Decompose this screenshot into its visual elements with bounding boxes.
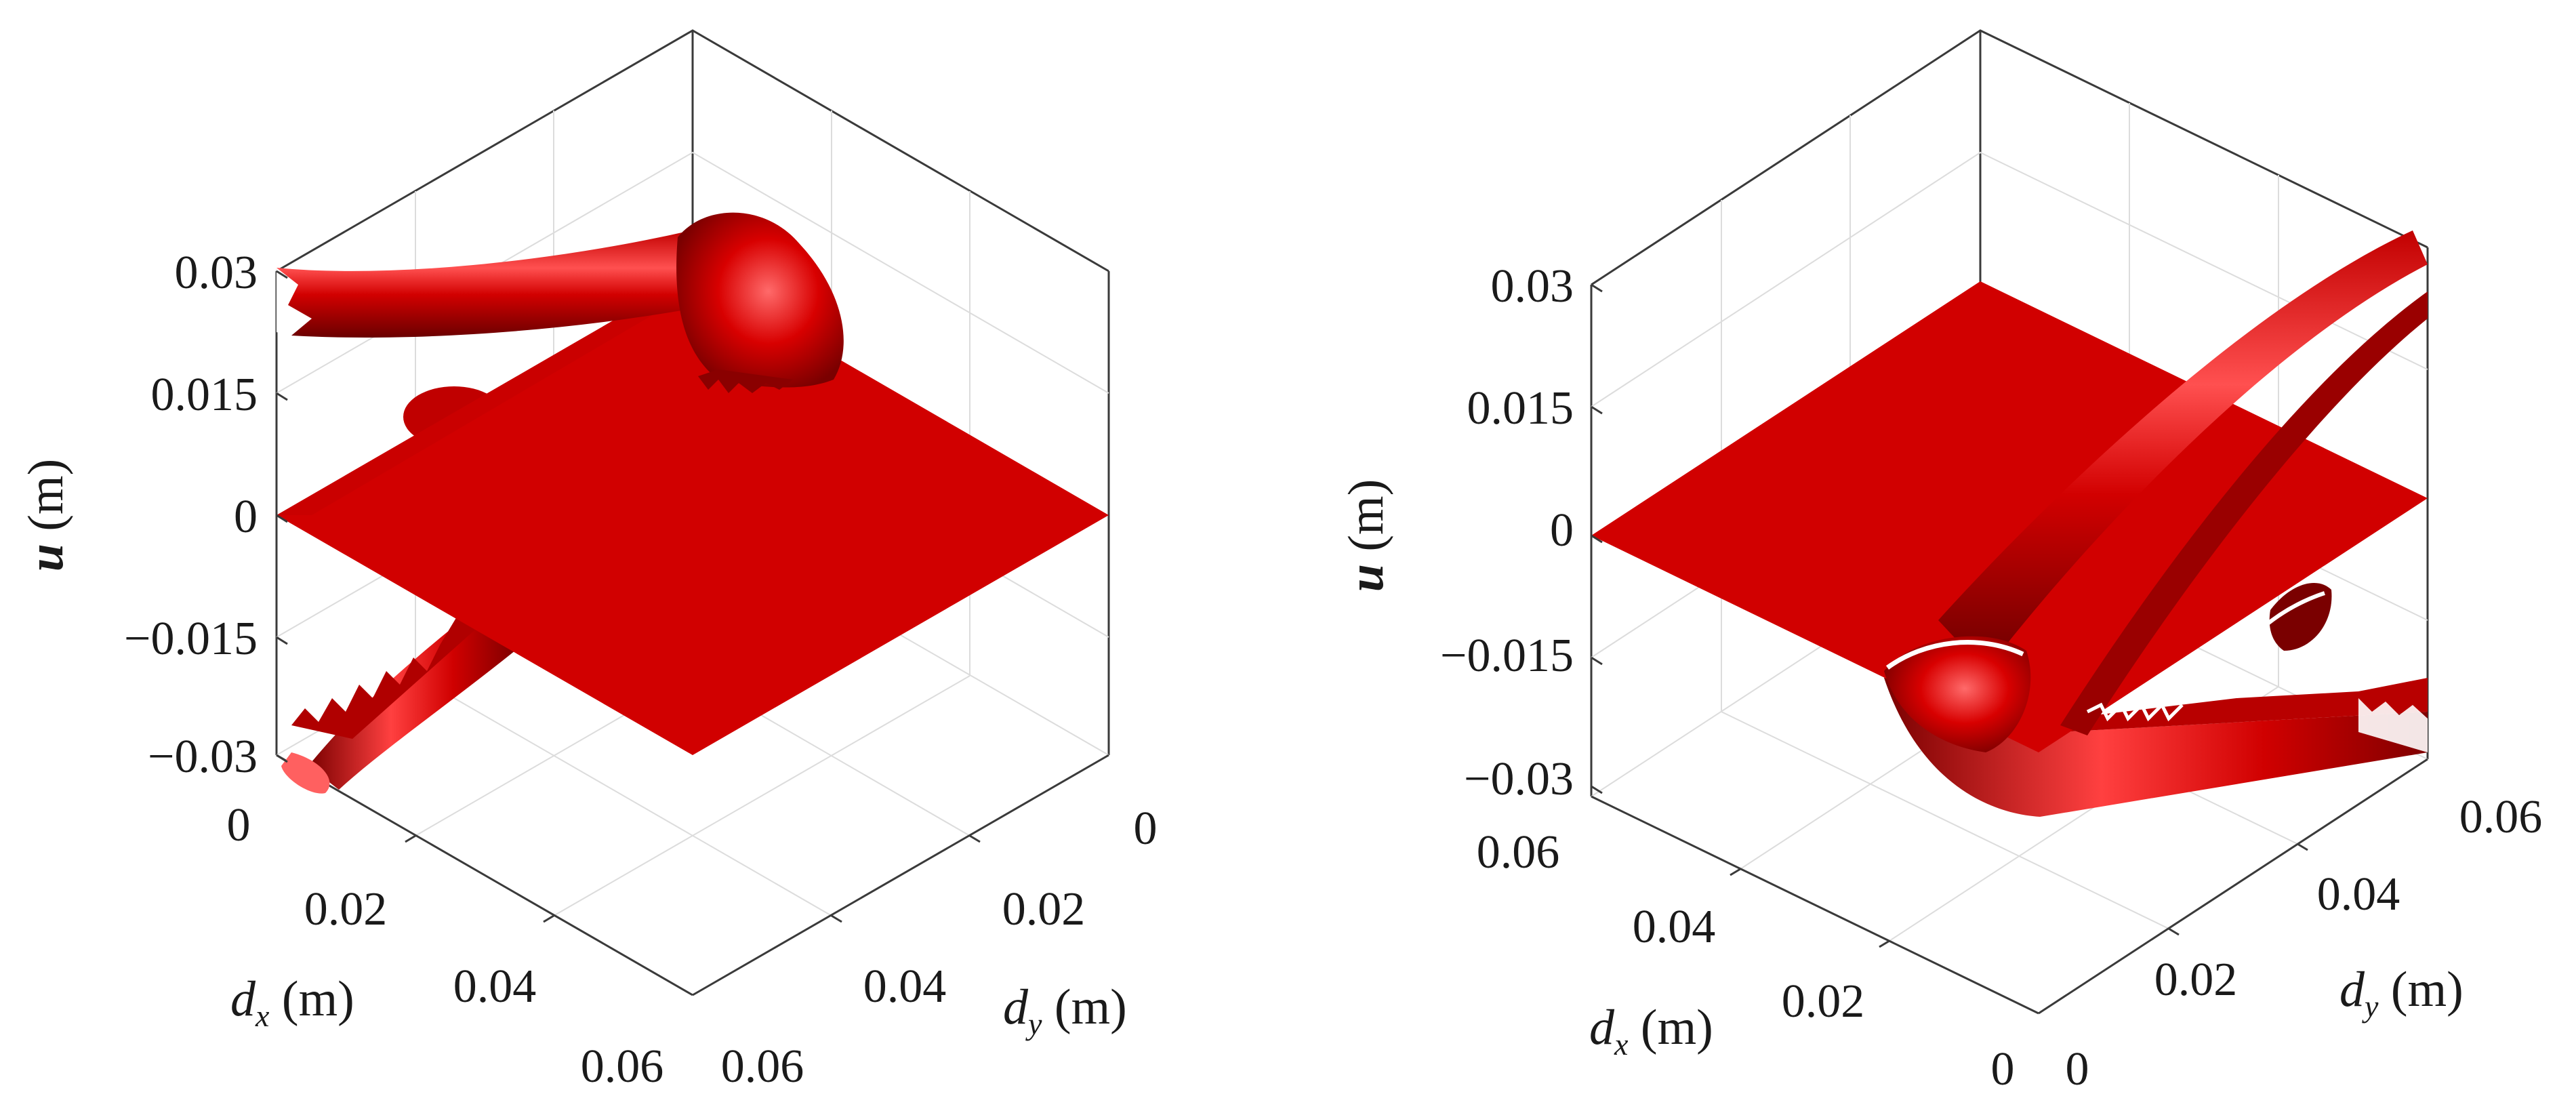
panel-right-z-tick-3: −0.015 xyxy=(1440,630,1574,682)
panel-right-y-tick-0: 0 xyxy=(2066,1043,2089,1095)
panel-left-z-tick-4: −0.03 xyxy=(148,731,258,783)
panel-right-x-tick-2: 0.02 xyxy=(1782,975,1865,1028)
panel-left-y-tick-3: 0.06 xyxy=(721,1040,804,1093)
panel-left-z-tick-0: 0.03 xyxy=(175,247,258,299)
panel-right-z-label: u (m) xyxy=(1338,479,1394,592)
panel-right-y-label: dy (m) xyxy=(2339,962,2463,1024)
panel-left-z-tick-1: 0.015 xyxy=(151,369,258,421)
panel-right-z-tick-1: 0.015 xyxy=(1467,382,1574,434)
panel-right-y-tick-1: 0.02 xyxy=(2154,954,2238,1006)
panel-left-x-axis: 0 0.02 0.04 0.06 dx (m) xyxy=(227,799,664,1093)
panel-left-y-tick-1: 0.02 xyxy=(1002,883,1086,935)
panel-right-y-axis: 0 0.02 0.04 0.06 dy (m) xyxy=(2066,791,2543,1095)
panel-right-x-tick-3: 0 xyxy=(1991,1043,2015,1095)
panel-left-x-tick-3: 0.06 xyxy=(581,1040,664,1093)
panel-left-z-axis: 0.03 0.015 0 −0.015 −0.03 u (m) xyxy=(18,247,288,783)
panel-right-x-tick-1: 0.04 xyxy=(1633,901,1716,953)
panel-left-x-tick-1: 0.02 xyxy=(304,883,388,935)
panel-right: 0.03 0.015 0 −0.015 −0.03 u (m) 0.06 0.0… xyxy=(1338,29,2543,1095)
panel-left-y-tick-2: 0.04 xyxy=(863,960,947,1013)
panel-left-z-tick-3: −0.015 xyxy=(124,613,258,665)
panel-right-x-axis: 0.06 0.04 0.02 0 dx (m) xyxy=(1477,826,2015,1095)
panel-right-z-tick-2: 0 xyxy=(1550,504,1574,556)
panel-left: 0.03 0.015 0 −0.015 −0.03 u (m) 0 0.02 0… xyxy=(18,29,1158,1093)
panel-right-z-axis: 0.03 0.015 0 −0.015 −0.03 u (m) xyxy=(1338,260,1603,805)
panel-left-x-tick-2: 0.04 xyxy=(453,960,537,1013)
panel-left-surface xyxy=(277,212,1109,794)
panel-left-y-axis: 0 0.02 0.04 0.06 dy (m) xyxy=(721,803,1158,1093)
panel-left-y-label: dy (m) xyxy=(1003,979,1127,1041)
panel-right-y-tick-3: 0.06 xyxy=(2459,791,2543,843)
panel-right-x-label: dx (m) xyxy=(1589,1000,1713,1061)
panel-right-z-tick-0: 0.03 xyxy=(1491,260,1574,312)
panel-left-y-tick-0: 0 xyxy=(1134,803,1158,855)
panel-right-z-tick-4: −0.03 xyxy=(1464,753,1574,805)
panel-right-y-tick-2: 0.04 xyxy=(2317,868,2400,920)
panel-left-z-label: u (m) xyxy=(18,459,74,572)
panel-right-surface xyxy=(1591,230,2428,817)
panel-right-x-tick-0: 0.06 xyxy=(1477,826,1560,878)
panel-left-x-tick-0: 0 xyxy=(227,799,251,851)
panel-left-x-label: dx (m) xyxy=(230,971,354,1033)
panel-left-z-tick-2: 0 xyxy=(234,491,258,543)
